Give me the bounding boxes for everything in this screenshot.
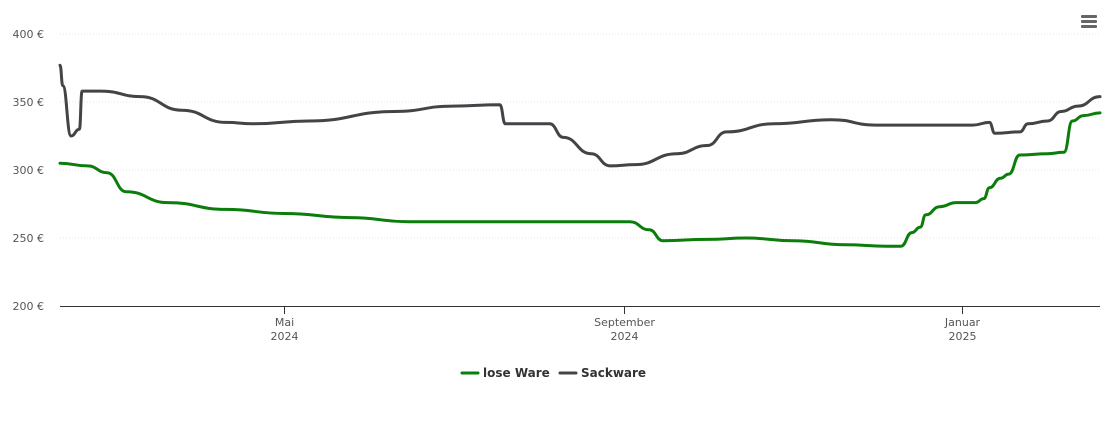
legend-label: Sackware xyxy=(581,366,646,380)
hamburger-menu-icon[interactable] xyxy=(1079,12,1101,34)
series-line-sackware xyxy=(58,63,1102,168)
x-tick-year-label: 2024 xyxy=(611,330,639,343)
x-tick-month-label: Mai xyxy=(275,316,294,329)
y-tick-label: 250 € xyxy=(13,232,45,245)
x-tick-year-label: 2025 xyxy=(949,330,977,343)
legend-item-sackware[interactable]: Sackware xyxy=(558,366,646,380)
legend[interactable]: lose Ware Sackware xyxy=(460,366,646,380)
y-tick-label: 200 € xyxy=(13,300,45,313)
grid-lines xyxy=(60,33,1100,239)
series-lines xyxy=(58,63,1102,248)
legend-item-lose-ware[interactable]: lose Ware xyxy=(460,366,550,380)
series-line-lose-ware xyxy=(58,111,1102,248)
x-tick-month-label: Januar xyxy=(944,316,981,329)
legend-label: lose Ware xyxy=(483,366,550,380)
y-tick-label: 350 € xyxy=(13,96,45,109)
x-tick-year-label: 2024 xyxy=(271,330,299,343)
x-tick-month-label: September xyxy=(594,316,655,329)
y-tick-label: 400 € xyxy=(13,28,45,41)
y-tick-label: 300 € xyxy=(13,164,45,177)
y-axis: 400 € 350 € 300 € 250 € 200 € xyxy=(13,28,45,313)
